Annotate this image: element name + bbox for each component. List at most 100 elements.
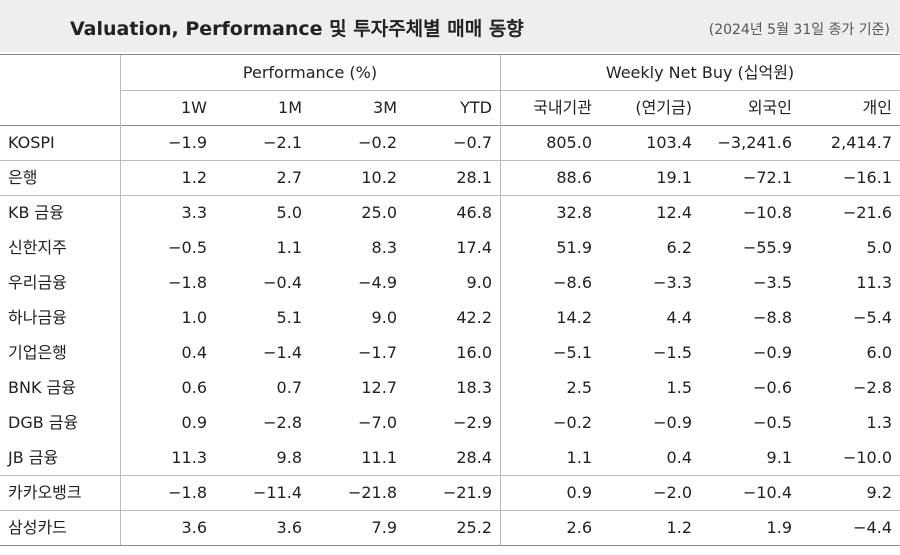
value-cell: −16.1	[842, 168, 892, 187]
value-cell: −4.9	[358, 273, 397, 292]
value-cell: −55.9	[742, 238, 792, 257]
group-header: Weekly Net Buy (십억원)	[605, 63, 795, 82]
value-cell: −1.8	[168, 483, 207, 502]
value-cell: 6.0	[866, 343, 892, 362]
value-cell: −0.5	[753, 413, 792, 432]
rule	[0, 510, 900, 511]
value-cell: 1.2	[666, 518, 692, 537]
value-cell: 14.2	[556, 308, 592, 327]
value-cell: 0.4	[181, 343, 207, 362]
value-cell: −1.7	[358, 343, 397, 362]
value-cell: −21.8	[347, 483, 397, 502]
rule	[120, 55, 121, 545]
value-cell: 3.6	[181, 518, 207, 537]
value-cell: 46.8	[456, 203, 492, 222]
rule	[120, 90, 900, 91]
value-cell: 88.6	[556, 168, 592, 187]
rule	[0, 545, 900, 546]
value-cell: 42.2	[456, 308, 492, 327]
note: (2024년 5월 31일 종가 기준)	[708, 22, 890, 38]
value-cell: −1.9	[168, 133, 207, 152]
column-header: 개인	[862, 98, 892, 117]
title-bar	[0, 0, 900, 52]
value-cell: 2,414.7	[830, 133, 892, 152]
value-cell: 0.4	[666, 448, 692, 467]
value-cell: −8.8	[753, 308, 792, 327]
rule	[0, 160, 900, 161]
row-label: DGB 금융	[8, 413, 79, 432]
value-cell: −10.8	[742, 203, 792, 222]
value-cell: −0.9	[753, 343, 792, 362]
value-cell: 19.1	[656, 168, 692, 187]
row-label: KOSPI	[8, 133, 55, 152]
value-cell: −2.8	[853, 378, 892, 397]
value-cell: 0.9	[181, 413, 207, 432]
value-cell: 28.4	[456, 448, 492, 467]
value-cell: 9.0	[371, 308, 397, 327]
value-cell: −8.6	[553, 273, 592, 292]
value-cell: 2.7	[276, 168, 302, 187]
value-cell: 18.3	[456, 378, 492, 397]
row-label: 카카오뱅크	[8, 483, 82, 502]
column-header: 국내기관	[533, 98, 592, 117]
value-cell: 5.1	[276, 308, 302, 327]
value-cell: 25.0	[361, 203, 397, 222]
value-cell: 1.5	[666, 378, 692, 397]
value-cell: −0.5	[168, 238, 207, 257]
value-cell: 11.3	[171, 448, 207, 467]
value-cell: −0.7	[453, 133, 492, 152]
value-cell: 3.3	[181, 203, 207, 222]
value-cell: 12.4	[656, 203, 692, 222]
column-header: 외국인	[747, 98, 792, 117]
rule	[0, 54, 900, 55]
value-cell: 9.2	[866, 483, 892, 502]
rule	[0, 475, 900, 476]
column-header: YTD	[460, 98, 492, 117]
value-cell: −0.4	[263, 273, 302, 292]
value-cell: −1.4	[263, 343, 302, 362]
value-cell: 9.1	[766, 448, 792, 467]
value-cell: −21.9	[442, 483, 492, 502]
group-header: Performance (%)	[242, 63, 378, 82]
column-header: 1W	[181, 98, 207, 117]
value-cell: 9.0	[466, 273, 492, 292]
value-cell: −0.2	[553, 413, 592, 432]
value-cell: −3,241.6	[717, 133, 792, 152]
column-header: 1M	[278, 98, 302, 117]
value-cell: 103.4	[646, 133, 692, 152]
value-cell: −2.8	[263, 413, 302, 432]
value-cell: −2.0	[653, 483, 692, 502]
value-cell: 16.0	[456, 343, 492, 362]
value-cell: 805.0	[546, 133, 592, 152]
row-label: 하나금융	[8, 308, 67, 327]
value-cell: 8.3	[371, 238, 397, 257]
row-label: 우리금융	[8, 273, 67, 292]
value-cell: 1.3	[866, 413, 892, 432]
value-cell: −2.9	[453, 413, 492, 432]
value-cell: 32.8	[556, 203, 592, 222]
value-cell: −10.0	[842, 448, 892, 467]
row-label: 신한지주	[8, 238, 67, 257]
value-cell: −5.4	[853, 308, 892, 327]
value-cell: 3.6	[276, 518, 302, 537]
value-cell: 5.0	[866, 238, 892, 257]
value-cell: −5.1	[553, 343, 592, 362]
value-cell: 12.7	[361, 378, 397, 397]
row-label: 기업은행	[8, 343, 67, 362]
value-cell: 10.2	[361, 168, 397, 187]
value-cell: −1.8	[168, 273, 207, 292]
value-cell: 0.7	[276, 378, 302, 397]
value-cell: 17.4	[456, 238, 492, 257]
value-cell: 11.3	[856, 273, 892, 292]
value-cell: −4.4	[853, 518, 892, 537]
value-cell: 5.0	[276, 203, 302, 222]
value-cell: 1.0	[181, 308, 207, 327]
value-cell: 1.9	[766, 518, 792, 537]
value-cell: 51.9	[556, 238, 592, 257]
value-cell: −3.5	[753, 273, 792, 292]
value-cell: −11.4	[252, 483, 302, 502]
value-cell: −0.2	[358, 133, 397, 152]
value-cell: 2.6	[566, 518, 592, 537]
value-cell: −21.6	[842, 203, 892, 222]
